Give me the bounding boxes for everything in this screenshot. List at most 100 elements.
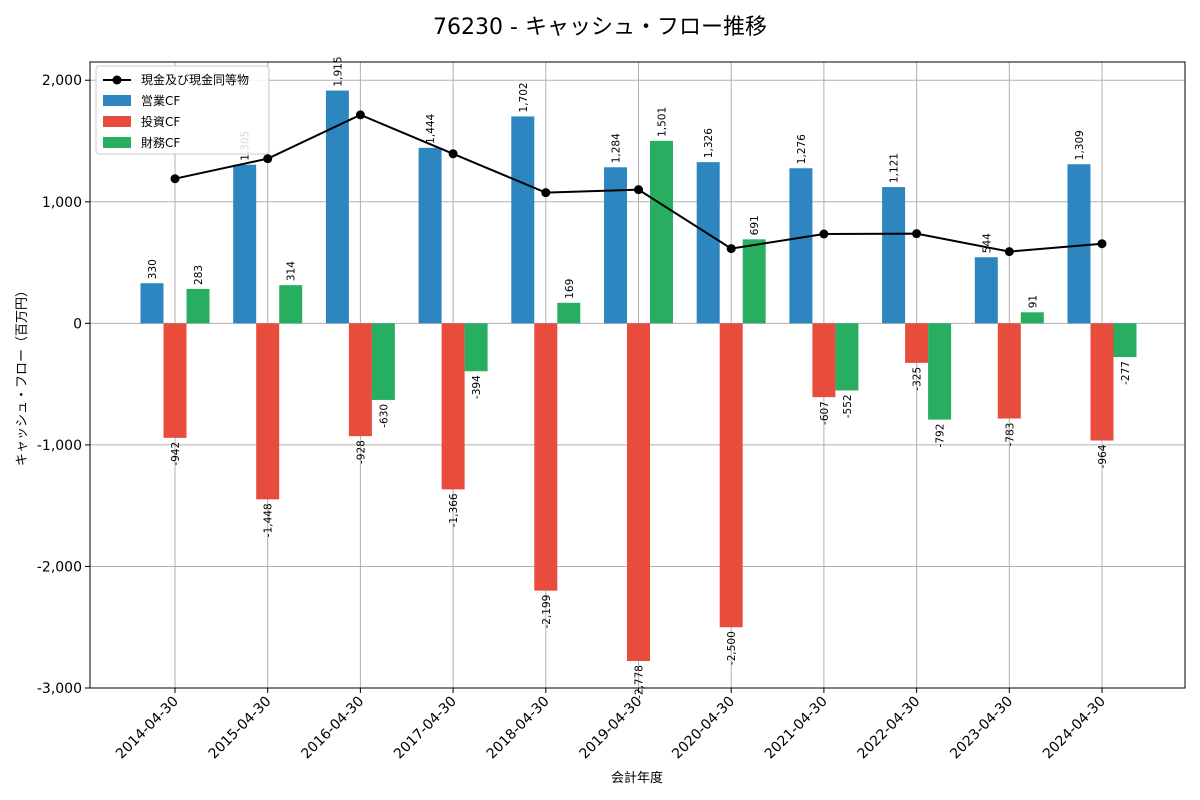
bar-3 bbox=[1113, 323, 1137, 358]
chart-title: 76230 - キャッシュ・フロー推移 bbox=[433, 15, 767, 40]
bar-value-label: -394 bbox=[471, 375, 483, 399]
cash-line-point bbox=[541, 188, 551, 198]
bar-value-label: 544 bbox=[981, 233, 993, 253]
bar-value-label: 1,702 bbox=[518, 82, 530, 112]
bar-value-label: -928 bbox=[355, 440, 367, 464]
y-tick-label: -1,000 bbox=[37, 438, 82, 454]
legend-label: 営業CF bbox=[141, 94, 180, 108]
x-tick-label: 2019-04-30 bbox=[576, 694, 645, 763]
bar-value-label: 314 bbox=[286, 261, 298, 281]
bar-value-label: -2,778 bbox=[634, 665, 646, 699]
bar-value-label: -630 bbox=[378, 404, 390, 428]
bar-value-label: -607 bbox=[819, 401, 831, 425]
y-tick-label: -2,000 bbox=[37, 559, 82, 575]
cash-line-point bbox=[1004, 247, 1014, 257]
x-axis: 2014-04-30 2015-04-30 2016-04-30 2017-04-30… bbox=[113, 688, 1109, 762]
cash-line-point bbox=[726, 244, 736, 254]
bar-value-label: 1,326 bbox=[703, 128, 715, 158]
bar-value-label: 1,121 bbox=[889, 153, 901, 183]
bar-value-label: 691 bbox=[749, 215, 761, 235]
x-tick-label: 2024-04-30 bbox=[1040, 694, 1109, 763]
bar-3 bbox=[650, 140, 673, 324]
bar-value-label: -942 bbox=[170, 442, 182, 466]
cash-line-point bbox=[355, 110, 365, 120]
bar-value-label: -552 bbox=[842, 394, 854, 418]
x-tick-label: 2018-04-30 bbox=[484, 694, 553, 763]
bar-1 bbox=[511, 116, 535, 324]
bar-value-label: 1,309 bbox=[1074, 130, 1086, 160]
x-tick-label: 2020-04-30 bbox=[669, 694, 738, 763]
y-axis: -3,000 -2,000 -1,000 0 1,000 2,000 bbox=[37, 73, 90, 697]
cash-line-point bbox=[1097, 239, 1107, 249]
bar-value-label: -1,366 bbox=[448, 493, 460, 527]
bar-value-label: 1,444 bbox=[425, 113, 437, 143]
legend-line-marker bbox=[112, 75, 122, 85]
bar-1 bbox=[1067, 164, 1091, 324]
bar-2 bbox=[627, 323, 650, 662]
bar-value-label: -2,500 bbox=[726, 631, 738, 665]
bar-2 bbox=[534, 323, 558, 591]
bar-value-label: -792 bbox=[935, 424, 947, 448]
legend-swatch bbox=[103, 137, 131, 148]
bar-3 bbox=[835, 323, 859, 391]
bar-value-label: 1,276 bbox=[796, 134, 808, 164]
bar-1 bbox=[604, 167, 627, 324]
bar-3 bbox=[279, 285, 303, 324]
bar-3 bbox=[1020, 312, 1044, 324]
bar-2 bbox=[441, 323, 465, 490]
bar-1 bbox=[882, 187, 906, 324]
y-tick-label: 1,000 bbox=[42, 195, 82, 211]
legend-label: 投資CF bbox=[141, 114, 180, 129]
bar-value-label: -325 bbox=[912, 367, 924, 391]
x-tick-label: 2022-04-30 bbox=[855, 694, 924, 763]
cash-line-point bbox=[448, 149, 458, 159]
bar-2 bbox=[997, 323, 1021, 419]
legend-box bbox=[95, 65, 270, 155]
bar-2 bbox=[719, 323, 743, 628]
bar-value-label: 91 bbox=[1027, 295, 1039, 308]
legend-label: 現金及び現金同等物 bbox=[141, 72, 249, 87]
plot-frame bbox=[89, 61, 1186, 689]
bars bbox=[140, 90, 1137, 662]
bar-value-label: -2,199 bbox=[541, 595, 553, 629]
bar-value-label: 283 bbox=[193, 265, 205, 285]
x-tick-label: 2014-04-30 bbox=[113, 694, 182, 763]
x-tick-label: 2017-04-30 bbox=[391, 694, 460, 763]
bar-value-label: -783 bbox=[1004, 423, 1016, 447]
cash-line-point bbox=[819, 229, 829, 239]
x-axis-label: 会計年度 bbox=[611, 770, 663, 786]
bar-1 bbox=[325, 90, 349, 324]
bar-3 bbox=[186, 288, 210, 324]
bar-value-label: 169 bbox=[564, 279, 576, 299]
cash-line-point bbox=[634, 185, 643, 195]
x-tick-label: 2015-04-30 bbox=[206, 694, 275, 763]
bar-3 bbox=[464, 323, 488, 372]
y-axis-label: キャッシュ・フロー（百万円） bbox=[15, 284, 30, 466]
x-tick-label: 2023-04-30 bbox=[947, 694, 1016, 763]
bar-3 bbox=[742, 239, 766, 324]
legend-swatch bbox=[103, 116, 131, 127]
cash-line bbox=[170, 110, 1107, 257]
bar-value-label: 1,915 bbox=[332, 57, 344, 87]
bar-3 bbox=[557, 302, 581, 324]
cash-line-point bbox=[170, 174, 180, 184]
cash-line-point bbox=[912, 229, 922, 239]
bar-2 bbox=[905, 323, 929, 363]
bar-2 bbox=[163, 323, 187, 438]
bar-2 bbox=[812, 323, 836, 398]
legend-swatch bbox=[103, 95, 131, 106]
bar-value-label: 1,284 bbox=[611, 133, 623, 163]
bar-3 bbox=[371, 323, 395, 400]
y-tick-label: 0 bbox=[73, 316, 82, 332]
bar-3 bbox=[928, 323, 952, 420]
bar-1 bbox=[233, 164, 257, 324]
bar-value-label: 1,501 bbox=[657, 107, 669, 137]
bar-2 bbox=[256, 323, 280, 500]
bar-value-label: -964 bbox=[1097, 444, 1109, 468]
value-labels: 3301,3051,9151,4441,7021,2841,3261,2761,… bbox=[147, 57, 1132, 699]
bar-value-label: -277 bbox=[1120, 361, 1132, 385]
bar-value-label: -1,448 bbox=[263, 503, 275, 537]
